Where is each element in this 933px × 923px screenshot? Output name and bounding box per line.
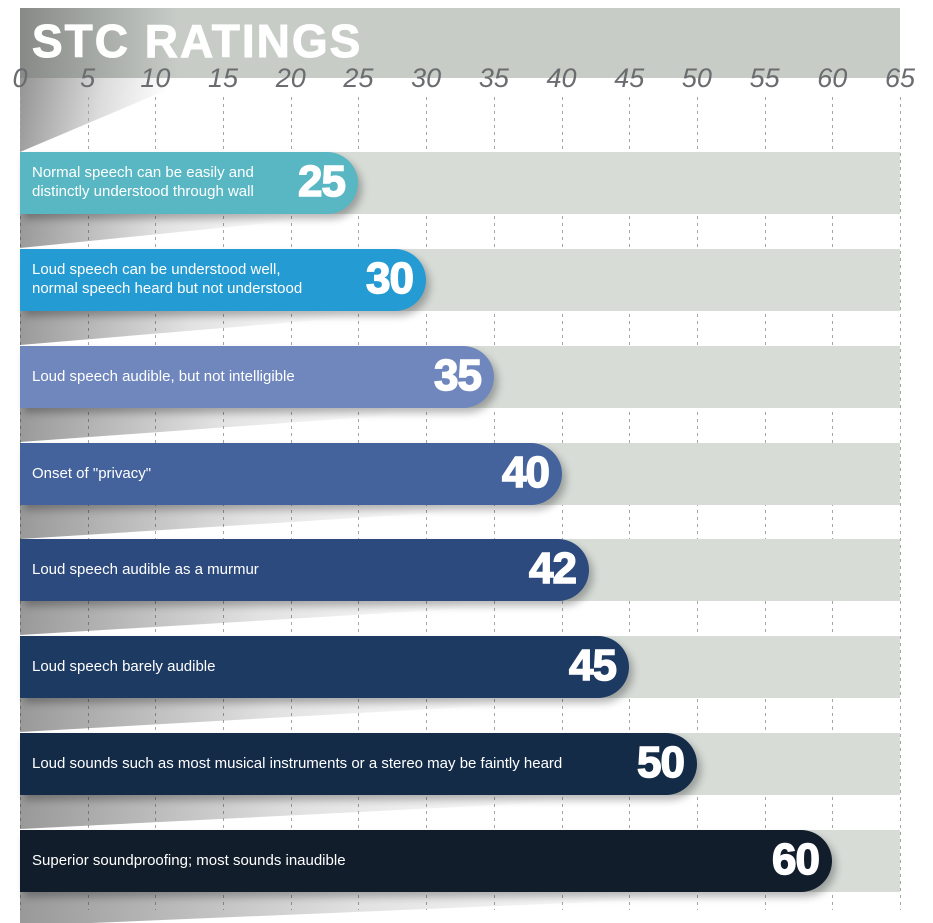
bar-value: 40	[501, 447, 550, 498]
bar: Normal speech can be easily and distinct…	[20, 152, 358, 214]
bar: Loud speech audible, but not intelligibl…	[20, 346, 494, 408]
bar-value: 42	[528, 543, 577, 594]
bar-value: 35	[433, 350, 482, 401]
bar: Onset of "privacy" 40	[20, 443, 562, 505]
x-axis-tick-label: 35	[478, 63, 509, 93]
bar-label: Loud speech can be understood well, norm…	[32, 261, 303, 297]
bar-shadow-wedge	[20, 892, 832, 923]
bar-label: Normal speech can be easily and distinct…	[32, 164, 254, 200]
bar: Loud speech can be understood well, norm…	[20, 249, 426, 311]
bar-value: 50	[636, 737, 685, 788]
bar-shadow-wedge	[20, 698, 629, 732]
bar-value: 45	[568, 640, 617, 691]
bar: Superior soundproofing; most sounds inau…	[20, 830, 832, 892]
page-title: STC RATINGS	[32, 15, 363, 68]
gridline	[900, 97, 901, 910]
x-axis-tick-label: 50	[681, 63, 712, 93]
x-axis-tick-label: 25	[343, 63, 374, 93]
bar-label: Superior soundproofing; most sounds inau…	[32, 851, 346, 869]
bar-row: Loud speech barely audible 45	[20, 636, 900, 732]
bar-row: Loud speech can be understood well, norm…	[20, 249, 900, 345]
x-axis-tick-label: 10	[140, 63, 171, 93]
bar-label: Onset of "privacy"	[32, 464, 152, 482]
x-axis-tick-label: 45	[614, 63, 645, 93]
x-axis-tick-label: 30	[411, 63, 442, 93]
bar-shadow-wedge	[20, 408, 494, 442]
bar-row: Loud speech audible as a murmur 42	[20, 539, 900, 635]
bar-shadow-wedge	[20, 601, 589, 635]
bar: Loud speech barely audible 45	[20, 636, 629, 698]
x-axis-tick-label: 55	[749, 63, 780, 93]
bar-value: 30	[365, 253, 414, 304]
bar-label: Loud speech audible, but not intelligibl…	[32, 367, 295, 385]
bar-row: Onset of "privacy" 40	[20, 443, 900, 539]
x-axis-tick-label: 20	[275, 63, 306, 93]
x-axis-tick-label: 0	[12, 63, 28, 93]
bar-value: 60	[771, 834, 820, 885]
bar-label: Loud sounds such as most musical instrum…	[32, 754, 563, 772]
bar-shadow-wedge	[20, 214, 358, 248]
bar-value: 25	[297, 156, 346, 207]
x-axis-tick-label: 40	[546, 63, 577, 93]
bar-row: Loud speech audible, but not intelligibl…	[20, 346, 900, 442]
bar: Loud speech audible as a murmur 42	[20, 539, 589, 601]
x-axis-tick-label: 65	[884, 63, 916, 93]
bar-row: Loud sounds such as most musical instrum…	[20, 733, 900, 829]
bar: Loud sounds such as most musical instrum…	[20, 733, 697, 795]
bar-row: Superior soundproofing; most sounds inau…	[20, 830, 900, 923]
bar-label: Loud speech barely audible	[32, 657, 216, 675]
bar-row: Normal speech can be easily and distinct…	[20, 152, 900, 248]
title-banner: STC RATINGS	[20, 8, 900, 78]
bar-label: Loud speech audible as a murmur	[32, 560, 259, 578]
x-axis-tick-label: 5	[80, 63, 96, 93]
x-axis-tick-label: 60	[817, 63, 848, 93]
x-axis-tick-label: 15	[208, 63, 239, 93]
